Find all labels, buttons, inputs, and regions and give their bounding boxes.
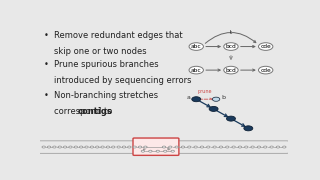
Text: contigs: contigs	[77, 107, 112, 116]
Circle shape	[188, 146, 191, 148]
Circle shape	[226, 146, 229, 148]
Circle shape	[162, 146, 166, 148]
Ellipse shape	[259, 43, 273, 50]
Circle shape	[85, 146, 88, 148]
Circle shape	[212, 97, 220, 101]
Text: prune: prune	[197, 89, 212, 94]
Circle shape	[200, 146, 204, 148]
Circle shape	[164, 150, 167, 152]
Text: Remove redundant edges that: Remove redundant edges that	[54, 31, 182, 40]
Circle shape	[192, 97, 201, 102]
Text: a: a	[186, 95, 190, 100]
Text: b: b	[221, 95, 225, 100]
Circle shape	[148, 150, 152, 152]
Circle shape	[238, 146, 242, 148]
Text: Non-branching stretches: Non-branching stretches	[54, 91, 158, 100]
Ellipse shape	[259, 66, 273, 74]
Circle shape	[171, 150, 174, 152]
Circle shape	[141, 150, 145, 152]
Circle shape	[42, 146, 45, 148]
Text: bcd: bcd	[226, 68, 236, 73]
Circle shape	[95, 146, 99, 148]
Circle shape	[175, 146, 178, 148]
Circle shape	[283, 146, 286, 148]
Circle shape	[138, 146, 142, 148]
Text: introduced by sequencing errors: introduced by sequencing errors	[54, 76, 191, 85]
Circle shape	[257, 146, 261, 148]
Text: cde: cde	[260, 44, 271, 49]
Circle shape	[169, 146, 172, 148]
Circle shape	[232, 146, 236, 148]
Circle shape	[74, 146, 77, 148]
Circle shape	[213, 146, 216, 148]
Circle shape	[276, 146, 280, 148]
Circle shape	[106, 146, 110, 148]
Circle shape	[101, 146, 104, 148]
Circle shape	[227, 116, 236, 121]
Ellipse shape	[189, 43, 204, 50]
Circle shape	[144, 146, 147, 148]
Text: Prune spurious branches: Prune spurious branches	[54, 60, 158, 69]
Circle shape	[117, 146, 120, 148]
Text: •: •	[44, 60, 49, 69]
Circle shape	[181, 146, 185, 148]
Circle shape	[122, 146, 126, 148]
Circle shape	[264, 146, 267, 148]
Circle shape	[194, 146, 197, 148]
Ellipse shape	[224, 43, 238, 50]
Circle shape	[58, 146, 61, 148]
Circle shape	[47, 146, 51, 148]
Circle shape	[244, 146, 248, 148]
Text: •: •	[44, 91, 49, 100]
Circle shape	[270, 146, 273, 148]
FancyBboxPatch shape	[133, 138, 179, 155]
Text: cde: cde	[260, 68, 271, 73]
Circle shape	[90, 146, 94, 148]
Circle shape	[53, 146, 56, 148]
Circle shape	[112, 146, 115, 148]
Circle shape	[251, 146, 254, 148]
Circle shape	[63, 146, 67, 148]
Text: abc: abc	[191, 68, 202, 73]
Circle shape	[219, 146, 223, 148]
Text: skip one or two nodes: skip one or two nodes	[54, 47, 146, 56]
Text: abc: abc	[191, 44, 202, 49]
Circle shape	[209, 106, 218, 111]
Text: bcd: bcd	[226, 44, 236, 49]
Circle shape	[156, 150, 160, 152]
Circle shape	[79, 146, 83, 148]
Text: correspond to: correspond to	[54, 107, 115, 116]
Circle shape	[128, 146, 131, 148]
Text: •: •	[44, 31, 49, 40]
Circle shape	[244, 126, 253, 131]
Circle shape	[207, 146, 210, 148]
Ellipse shape	[189, 66, 204, 74]
Text: t: t	[230, 30, 232, 35]
Ellipse shape	[224, 66, 238, 74]
Circle shape	[69, 146, 72, 148]
Circle shape	[133, 146, 136, 148]
